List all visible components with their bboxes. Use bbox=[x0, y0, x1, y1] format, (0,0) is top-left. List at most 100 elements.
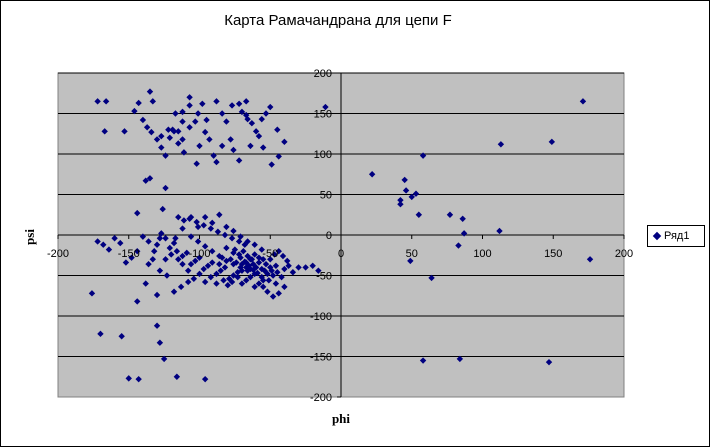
data-point bbox=[193, 160, 200, 167]
data-point bbox=[252, 128, 260, 135]
x-tick-label: -100 bbox=[188, 248, 210, 260]
data-point bbox=[218, 254, 226, 261]
data-point bbox=[168, 251, 175, 258]
data-point bbox=[496, 227, 503, 235]
data-point bbox=[179, 260, 186, 268]
data-point bbox=[235, 157, 243, 164]
x-tick-label: 0 bbox=[338, 248, 344, 260]
data-point bbox=[247, 265, 254, 273]
data-point bbox=[135, 99, 142, 107]
data-point bbox=[545, 358, 553, 366]
data-point bbox=[193, 218, 200, 226]
data-point bbox=[117, 239, 124, 247]
y-tick-label: 200 bbox=[314, 68, 332, 80]
data-point bbox=[230, 146, 237, 154]
data-point bbox=[247, 256, 254, 263]
data-point bbox=[214, 228, 222, 235]
data-point bbox=[192, 257, 199, 265]
data-point bbox=[172, 235, 179, 242]
x-tick-label: 50 bbox=[406, 248, 418, 260]
data-point bbox=[142, 280, 149, 287]
data-point bbox=[255, 132, 263, 140]
data-point bbox=[209, 248, 216, 255]
data-point bbox=[190, 275, 198, 282]
data-point bbox=[149, 98, 157, 105]
data-point bbox=[259, 283, 267, 291]
data-point bbox=[275, 153, 282, 160]
data-point bbox=[166, 134, 173, 141]
data-point bbox=[402, 187, 410, 194]
data-point bbox=[146, 175, 154, 182]
data-point bbox=[184, 267, 192, 274]
data-point bbox=[401, 176, 408, 184]
data-point bbox=[200, 265, 207, 273]
data-point bbox=[139, 116, 147, 124]
x-tick-label: -150 bbox=[118, 248, 140, 260]
data-point bbox=[281, 265, 288, 273]
data-point bbox=[201, 243, 209, 250]
data-point bbox=[134, 248, 141, 255]
data-point bbox=[251, 251, 258, 258]
y-axis-title: psi bbox=[22, 229, 37, 245]
y-tick-label: -200 bbox=[310, 392, 332, 404]
data-point bbox=[158, 132, 165, 140]
y-tick-label: -150 bbox=[310, 352, 332, 364]
data-point bbox=[213, 158, 220, 166]
data-point bbox=[183, 249, 190, 257]
data-point bbox=[158, 230, 165, 237]
data-point bbox=[153, 136, 161, 143]
legend-label: Ряд1 bbox=[664, 230, 690, 242]
data-point bbox=[238, 267, 246, 274]
data-point bbox=[177, 283, 185, 291]
data-point bbox=[196, 270, 203, 278]
data-point bbox=[97, 330, 104, 338]
y-tick-label: -100 bbox=[310, 311, 332, 323]
data-point bbox=[281, 138, 288, 146]
data-point bbox=[165, 126, 172, 133]
data-point bbox=[162, 235, 169, 242]
data-point bbox=[179, 108, 186, 116]
data-point bbox=[255, 254, 263, 261]
data-point bbox=[186, 102, 193, 109]
data-point bbox=[151, 248, 158, 255]
data-point bbox=[226, 275, 233, 282]
legend-marker-icon bbox=[652, 231, 662, 240]
data-point bbox=[295, 264, 302, 271]
data-point bbox=[419, 357, 427, 364]
data-point bbox=[125, 375, 132, 382]
data-point bbox=[224, 282, 231, 289]
x-tick-label: 200 bbox=[615, 248, 633, 260]
data-point bbox=[192, 118, 199, 125]
data-point bbox=[259, 277, 267, 284]
data-point bbox=[252, 264, 260, 271]
data-point bbox=[227, 136, 234, 143]
data-point bbox=[228, 278, 236, 286]
data-point bbox=[121, 128, 128, 135]
data-point bbox=[548, 138, 556, 146]
data-point bbox=[456, 355, 464, 363]
data-point bbox=[446, 211, 454, 218]
data-point bbox=[281, 283, 288, 291]
data-point bbox=[194, 238, 202, 245]
data-point bbox=[153, 322, 161, 329]
y-tick-label: 0 bbox=[326, 230, 332, 242]
data-point bbox=[235, 100, 243, 107]
data-point bbox=[175, 140, 182, 147]
data-point bbox=[146, 88, 154, 95]
data-point bbox=[163, 272, 171, 279]
y-tick-label: 100 bbox=[314, 149, 332, 161]
data-point bbox=[210, 152, 217, 159]
data-point bbox=[237, 254, 244, 261]
data-point bbox=[173, 248, 181, 255]
data-point bbox=[88, 290, 96, 297]
data-point bbox=[228, 235, 236, 242]
data-point bbox=[230, 227, 237, 235]
data-point bbox=[397, 201, 404, 208]
data-point bbox=[179, 136, 186, 143]
data-point bbox=[216, 211, 223, 218]
data-point bbox=[196, 254, 203, 261]
data-point bbox=[153, 291, 161, 299]
data-point bbox=[217, 267, 224, 274]
data-point bbox=[251, 283, 258, 291]
data-point bbox=[134, 209, 141, 217]
